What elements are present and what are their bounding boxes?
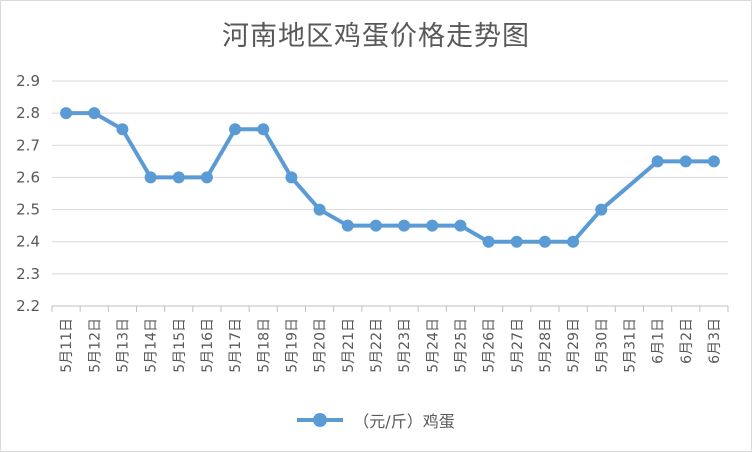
data-point xyxy=(172,171,185,184)
y-tick-label: 2.3 xyxy=(16,265,40,283)
y-tick-label: 2.6 xyxy=(16,168,40,186)
data-point xyxy=(369,219,382,232)
data-point xyxy=(567,235,580,248)
data-point xyxy=(538,235,551,248)
data-point xyxy=(341,219,354,232)
x-tick-label: 5月21日 xyxy=(341,318,357,373)
x-tick-label: 5月26日 xyxy=(482,318,498,373)
x-tick-label: 5月19日 xyxy=(284,318,300,373)
legend-line-marker-icon xyxy=(297,413,344,427)
data-point xyxy=(482,235,495,248)
x-tick-label: 5月24日 xyxy=(425,318,441,373)
x-tick-label: 5月16日 xyxy=(200,318,216,373)
data-point xyxy=(510,235,523,248)
x-tick-label: 5月11日 xyxy=(59,318,75,373)
y-tick-label: 2.4 xyxy=(16,233,40,251)
y-tick-label: 2.9 xyxy=(16,72,40,90)
data-point xyxy=(257,123,270,136)
x-tick-label: 5月13日 xyxy=(115,318,131,373)
data-point xyxy=(595,203,608,216)
y-tick-label: 2.2 xyxy=(16,297,40,315)
data-point xyxy=(144,171,157,184)
data-point xyxy=(398,219,411,232)
x-tick-label: 5月25日 xyxy=(453,318,469,373)
x-tick-label: 5月30日 xyxy=(594,318,610,373)
data-point xyxy=(60,107,73,120)
x-tick-label: 5月23日 xyxy=(397,318,413,373)
x-tick-label: 5月27日 xyxy=(510,318,526,373)
x-tick-label: 5月15日 xyxy=(172,318,188,373)
x-tick-label: 5月14日 xyxy=(144,318,160,373)
legend: （元/斤）鸡蛋 xyxy=(0,408,752,432)
chart-title: 河南地区鸡蛋价格走势图 xyxy=(222,21,530,52)
y-tick-label: 2.8 xyxy=(16,104,40,122)
x-tick-label: 6月3日 xyxy=(707,318,723,364)
data-point xyxy=(313,203,326,216)
data-point xyxy=(426,219,439,232)
data-point xyxy=(707,155,720,168)
x-tick-label: 5月12日 xyxy=(87,318,103,373)
data-point xyxy=(679,155,692,168)
x-tick-label: 5月31日 xyxy=(622,318,638,373)
data-point xyxy=(229,123,242,136)
x-tick-label: 6月2日 xyxy=(679,318,695,364)
x-tick-label: 5月29日 xyxy=(566,318,582,373)
x-tick-label: 5月18日 xyxy=(256,318,272,373)
x-tick-label: 5月22日 xyxy=(369,318,385,373)
data-point xyxy=(88,107,101,120)
data-point xyxy=(200,171,213,184)
x-tick-label: 6月1日 xyxy=(651,318,667,364)
y-tick-label: 2.7 xyxy=(16,136,40,154)
y-tick-label: 2.5 xyxy=(16,201,40,219)
x-tick-label: 5月20日 xyxy=(313,318,329,373)
data-point xyxy=(116,123,129,136)
x-tick-label: 5月28日 xyxy=(538,318,554,373)
data-point xyxy=(454,219,467,232)
data-point xyxy=(651,155,664,168)
legend-label: （元/斤）鸡蛋 xyxy=(353,412,455,431)
x-tick-label: 5月17日 xyxy=(228,318,244,373)
data-point xyxy=(285,171,298,184)
